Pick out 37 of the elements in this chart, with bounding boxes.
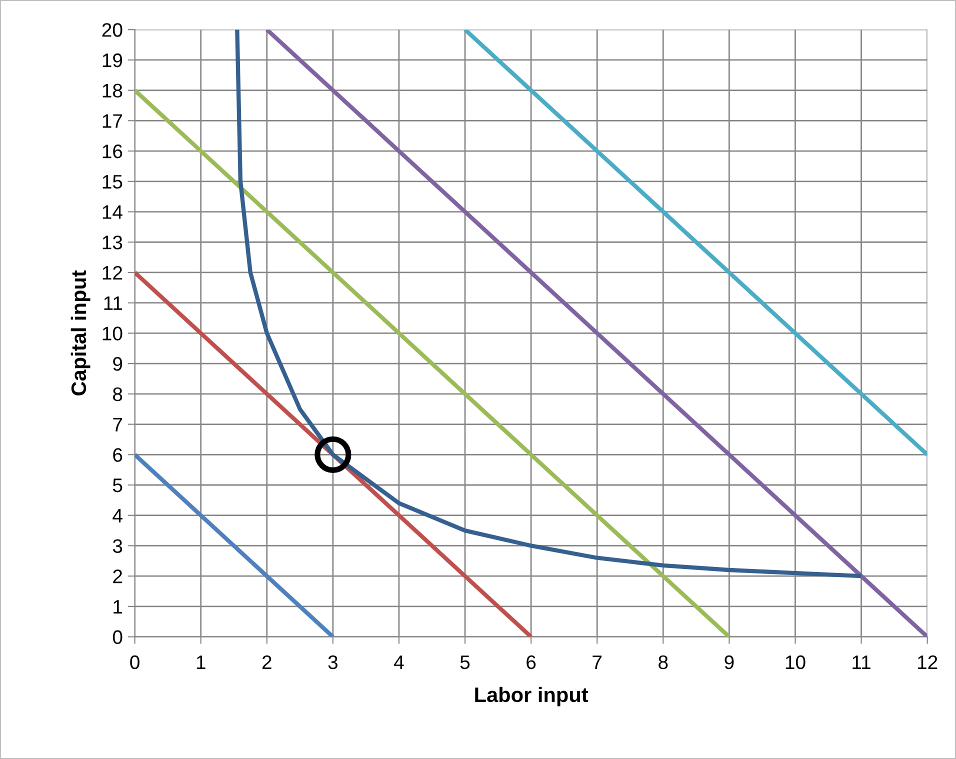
x-tick-label: 12 bbox=[918, 655, 938, 669]
y-tick-label: 13 bbox=[102, 236, 122, 250]
y-tick-label: 10 bbox=[102, 326, 122, 340]
y-axis-title: Capital input bbox=[70, 270, 90, 396]
x-tick-label: 1 bbox=[196, 656, 206, 669]
x-tick-label: 7 bbox=[592, 656, 602, 669]
y-tick-label: 0 bbox=[112, 630, 122, 644]
x-tick-label: 11 bbox=[852, 656, 870, 669]
y-tick-label: 14 bbox=[102, 205, 122, 219]
x-tick-label: 5 bbox=[460, 656, 470, 670]
x-tick-label: 2 bbox=[262, 655, 272, 669]
y-tick-label: 18 bbox=[102, 84, 122, 98]
y-tick-label: 4 bbox=[112, 509, 122, 522]
x-tick-label: 8 bbox=[658, 655, 668, 670]
y-tick-label: 12 bbox=[102, 266, 122, 280]
y-tick-label: 7 bbox=[113, 418, 122, 432]
y-tick-label: 20 bbox=[102, 23, 122, 37]
y-tick-label: 5 bbox=[112, 478, 122, 492]
y-tick-label: 15 bbox=[102, 175, 122, 189]
x-tick-label: 4 bbox=[394, 656, 404, 669]
x-axis-title: Labor input bbox=[475, 686, 588, 706]
y-tick-label: 3 bbox=[112, 539, 122, 553]
y-tick-label: 9 bbox=[113, 357, 122, 371]
line-series bbox=[235, 30, 864, 578]
x-tick-label: 3 bbox=[328, 655, 338, 670]
y-tick-label: 8 bbox=[113, 387, 122, 402]
y-tick-label: 11 bbox=[104, 296, 122, 310]
x-tick-label: 0 bbox=[130, 655, 140, 670]
y-tick-label: 19 bbox=[102, 53, 122, 68]
x-tick-label: 10 bbox=[786, 655, 806, 670]
x-tick-label: 6 bbox=[526, 655, 536, 670]
y-tick-label: 6 bbox=[113, 448, 122, 462]
y-tick-label: 1 bbox=[114, 600, 122, 614]
y-tick-label: 2 bbox=[113, 570, 122, 584]
y-tick-label: 17 bbox=[102, 114, 122, 128]
x-tick-label: 9 bbox=[724, 655, 734, 670]
y-tick-label: 16 bbox=[102, 144, 122, 158]
